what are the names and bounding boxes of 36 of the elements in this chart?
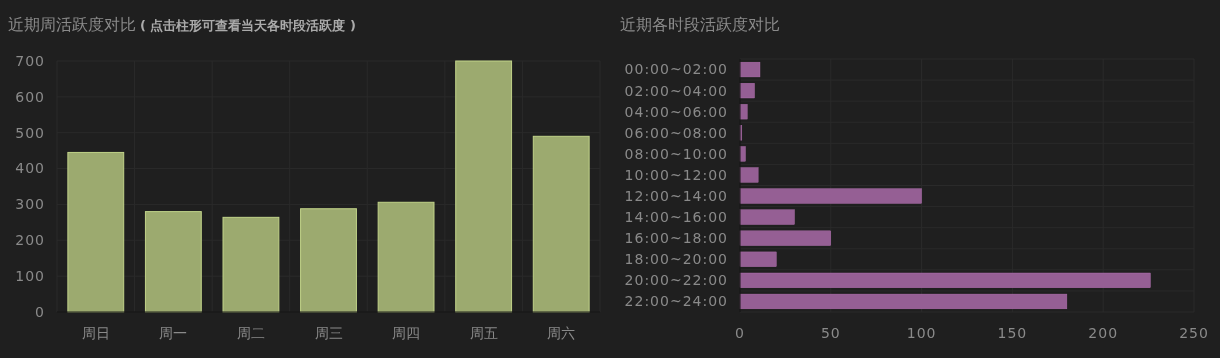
y-tick-label: 06:00~08:00 [624,124,728,141]
y-tick-label: 100 [15,268,45,285]
x-tick-label: 周五 [469,325,498,341]
chart-subtitle: ( 点击柱形可查看当天各时段活跃度 ) [140,18,356,33]
x-tick-label: 周一 [159,325,188,341]
y-tick-label: 12:00~14:00 [624,187,728,204]
x-tick-label: 200 [1088,325,1119,341]
x-tick-label: 周日 [81,325,110,341]
y-tick-label: 600 [15,88,45,105]
y-tick-label: 10:00~12:00 [624,166,728,183]
x-tick-label: 100 [906,325,937,341]
y-tick-label: 500 [15,124,45,141]
x-tick-label: 0 [735,325,745,341]
chart-title: 近期各时段活跃度对比 [620,15,780,34]
x-tick-label: 周二 [236,325,265,341]
y-tick-label: 18:00~20:00 [624,251,728,268]
y-tick-label: 700 [15,52,45,69]
y-tick-label: 04:00~06:00 [624,103,728,120]
x-tick-label: 周四 [392,325,421,341]
y-tick-label: 02:00~04:00 [624,82,728,99]
y-tick-label: 20:00~22:00 [624,272,728,289]
y-tick-label: 14:00~16:00 [624,209,728,226]
x-tick-label: 150 [997,325,1028,341]
y-tick-label: 400 [15,160,45,177]
y-tick-label: 08:00~10:00 [624,145,728,162]
chart-title: 近期周活跃度对比 [8,15,136,34]
y-tick-label: 16:00~18:00 [624,230,728,247]
y-tick-label: 300 [15,196,45,213]
y-tick-label: 200 [15,232,45,249]
x-tick-label: 250 [1179,325,1209,341]
x-tick-label: 50 [820,325,841,341]
y-tick-label: 00:00~02:00 [624,61,728,78]
x-tick-label: 周六 [547,325,576,341]
y-tick-label: 22:00~24:00 [624,293,728,310]
y-tick-label: 0 [35,303,45,320]
x-tick-label: 周三 [314,325,343,341]
